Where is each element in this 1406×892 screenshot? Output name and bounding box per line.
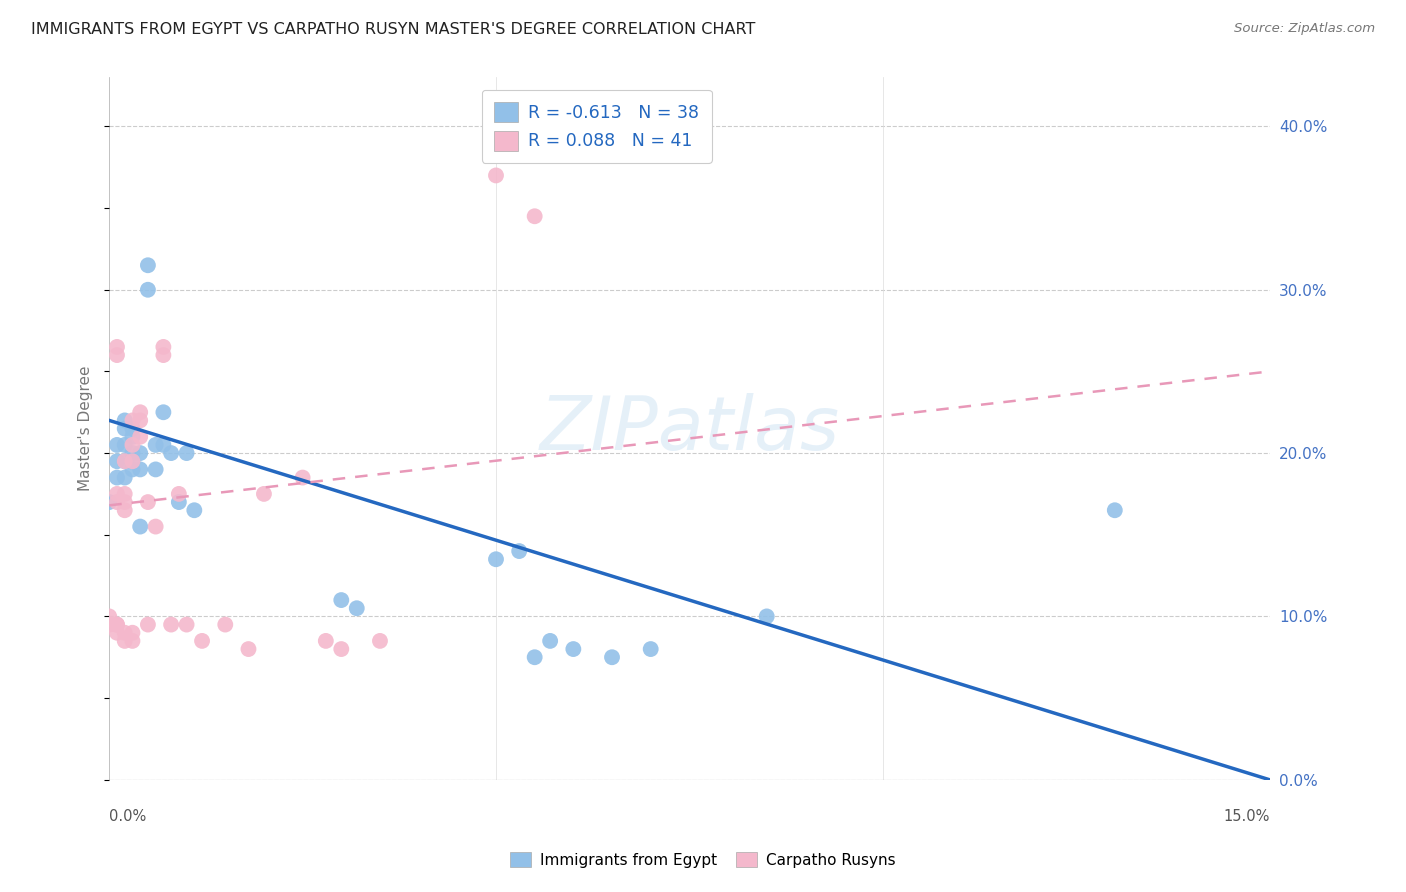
Point — [562, 642, 585, 657]
Point — [346, 601, 368, 615]
Legend: R = -0.613   N = 38, R = 0.088   N = 41: R = -0.613 N = 38, R = 0.088 N = 41 — [481, 89, 711, 162]
Point — [136, 283, 159, 297]
Point — [105, 617, 128, 632]
Point — [105, 470, 128, 484]
Point — [214, 617, 236, 632]
Point — [121, 454, 143, 468]
Point — [176, 446, 198, 460]
Point — [129, 519, 152, 533]
Point — [114, 413, 136, 427]
Point — [160, 446, 183, 460]
Point — [121, 430, 143, 444]
Point — [152, 405, 174, 419]
Point — [160, 617, 183, 632]
Point — [121, 438, 143, 452]
Point — [98, 617, 121, 632]
Point — [105, 487, 128, 501]
Point — [145, 462, 167, 476]
Point — [129, 446, 152, 460]
Point — [145, 438, 167, 452]
Point — [167, 495, 190, 509]
Point — [145, 519, 167, 533]
Point — [114, 487, 136, 501]
Text: ZIPatlas: ZIPatlas — [540, 392, 839, 465]
Point — [330, 642, 353, 657]
Point — [152, 348, 174, 362]
Point — [508, 544, 530, 558]
Point — [176, 617, 198, 632]
Point — [485, 552, 508, 566]
Point — [105, 495, 128, 509]
Point — [485, 169, 508, 183]
Point — [121, 625, 143, 640]
Point — [114, 454, 136, 468]
Point — [167, 487, 190, 501]
Text: 0.0%: 0.0% — [110, 809, 146, 824]
Point — [114, 625, 136, 640]
Point — [136, 258, 159, 272]
Point — [114, 495, 136, 509]
Point — [114, 503, 136, 517]
Text: 15.0%: 15.0% — [1223, 809, 1270, 824]
Point — [121, 446, 143, 460]
Point — [152, 438, 174, 452]
Point — [523, 650, 546, 665]
Point — [238, 642, 260, 657]
Point — [315, 634, 337, 648]
Point — [191, 634, 214, 648]
Point — [600, 650, 623, 665]
Point — [291, 470, 314, 484]
Point — [755, 609, 778, 624]
Point — [368, 634, 391, 648]
Point — [129, 413, 152, 427]
Point — [121, 454, 143, 468]
Point — [129, 405, 152, 419]
Point — [640, 642, 662, 657]
Text: IMMIGRANTS FROM EGYPT VS CARPATHO RUSYN MASTER'S DEGREE CORRELATION CHART: IMMIGRANTS FROM EGYPT VS CARPATHO RUSYN … — [31, 22, 755, 37]
Legend: Immigrants from Egypt, Carpatho Rusyns: Immigrants from Egypt, Carpatho Rusyns — [503, 846, 903, 873]
Point — [121, 421, 143, 435]
Point — [114, 421, 136, 435]
Point — [105, 454, 128, 468]
Point — [98, 495, 121, 509]
Point — [136, 617, 159, 632]
Point — [105, 625, 128, 640]
Point — [330, 593, 353, 607]
Point — [152, 340, 174, 354]
Point — [105, 340, 128, 354]
Point — [105, 438, 128, 452]
Point — [105, 348, 128, 362]
Point — [121, 634, 143, 648]
Point — [98, 609, 121, 624]
Point — [253, 487, 276, 501]
Text: Source: ZipAtlas.com: Source: ZipAtlas.com — [1234, 22, 1375, 36]
Point — [136, 495, 159, 509]
Point — [114, 470, 136, 484]
Y-axis label: Master's Degree: Master's Degree — [79, 366, 93, 491]
Point — [114, 634, 136, 648]
Point — [129, 430, 152, 444]
Point — [183, 503, 205, 517]
Point — [114, 454, 136, 468]
Point — [121, 413, 143, 427]
Point — [121, 462, 143, 476]
Point — [538, 634, 561, 648]
Point — [523, 209, 546, 223]
Point — [1104, 503, 1126, 517]
Point — [114, 438, 136, 452]
Point — [105, 617, 128, 632]
Point — [129, 462, 152, 476]
